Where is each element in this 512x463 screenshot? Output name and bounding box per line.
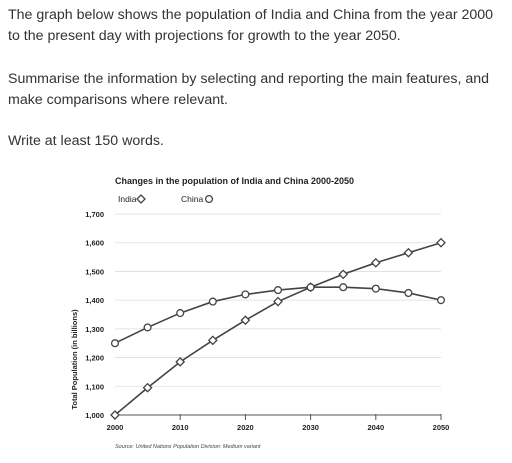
chart-source-note: Source: United Nations Population Divisi… xyxy=(115,444,261,450)
y-tick-label: 1,700 xyxy=(85,210,104,219)
y-tick-label: 1,200 xyxy=(85,354,104,363)
y-tick-label: 1,100 xyxy=(85,382,104,391)
china-data-point xyxy=(404,288,413,298)
x-tick-label: 2000 xyxy=(107,423,124,432)
china-data-point xyxy=(371,284,380,293)
china-data-point xyxy=(241,290,250,299)
india-data-point xyxy=(370,257,381,268)
india-data-point xyxy=(403,247,414,258)
gridlines xyxy=(115,213,441,416)
population-line-chart: Changes in the population of India and C… xyxy=(70,176,450,450)
y-axis-label: Total Population (in billions) xyxy=(70,309,79,410)
legend-china-label: China xyxy=(181,194,203,204)
china-data-point xyxy=(273,286,283,295)
x-tick-label: 2050 xyxy=(433,423,450,432)
china-data-point xyxy=(110,339,120,348)
india-data-point xyxy=(436,237,446,248)
india-data-point xyxy=(273,296,283,307)
prompt-paragraph-3: Write at least 150 words. xyxy=(8,133,164,149)
china-series-line xyxy=(114,286,442,344)
legend-china-marker-icon xyxy=(204,194,214,204)
chart-legend: India China xyxy=(118,194,214,204)
china-data-point xyxy=(176,309,185,318)
legend-india-label: India xyxy=(118,194,137,204)
prompt-paragraph-1: The graph below shows the population of … xyxy=(8,7,494,44)
prompt-paragraph-2: Summarise the information by selecting a… xyxy=(8,71,490,108)
china-data-point xyxy=(339,283,348,292)
china-data-point xyxy=(143,323,152,332)
india-data-point xyxy=(142,382,153,393)
y-axis-tick-labels: 1,000 1,100 1,200 1,300 1,400 1,500 1,600 1,700 xyxy=(85,210,104,420)
y-tick-label: 1,000 xyxy=(85,411,104,420)
y-tick-label: 1,400 xyxy=(85,296,104,305)
x-tick-label: 2040 xyxy=(367,423,384,432)
india-data-point xyxy=(207,335,218,346)
china-data-point xyxy=(436,296,446,305)
x-axis-tick-labels: 2000 2010 2020 2030 2040 2050 xyxy=(107,414,450,432)
india-data-point xyxy=(175,356,186,367)
india-data-point xyxy=(338,269,349,280)
x-tick-label: 2030 xyxy=(302,423,319,432)
y-tick-label: 1,600 xyxy=(85,239,104,248)
series-lines xyxy=(110,237,446,420)
x-tick-label: 2020 xyxy=(237,423,254,432)
chart-title: Changes in the population of India and C… xyxy=(115,176,354,186)
x-tick-label: 2010 xyxy=(172,423,189,432)
legend-india-marker-icon xyxy=(136,194,146,204)
y-tick-label: 1,500 xyxy=(85,267,104,276)
india-data-point xyxy=(240,315,251,326)
y-tick-label: 1,300 xyxy=(85,325,104,334)
china-data-point xyxy=(306,283,315,292)
india-data-point xyxy=(110,410,120,420)
china-data-point xyxy=(208,297,217,306)
